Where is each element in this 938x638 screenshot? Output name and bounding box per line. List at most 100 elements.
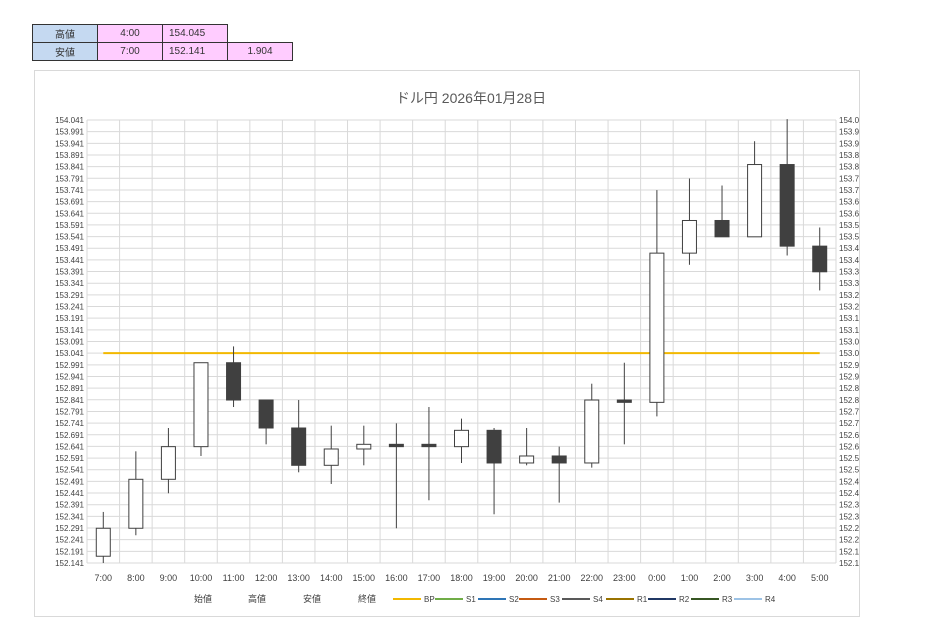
candle-body xyxy=(388,443,404,448)
x-tick-label: 23:00 xyxy=(613,573,636,583)
y-tick-label-right: 153.691 xyxy=(839,198,859,207)
y-tick-label-left: 153.541 xyxy=(55,233,84,242)
y-tick-label-left: 153.091 xyxy=(55,338,84,347)
x-tick-label: 11:00 xyxy=(223,573,245,583)
y-tick-label-left: 153.591 xyxy=(55,221,84,230)
legend-label: 始値 xyxy=(194,593,212,604)
candle-body xyxy=(649,252,665,403)
candle-body xyxy=(747,164,763,238)
legend-label: S1 xyxy=(466,595,476,604)
summary-row-low: 安値 7:00 152.141 1.904 xyxy=(32,42,293,61)
y-tick-label-left: 153.291 xyxy=(55,291,84,300)
x-tick-label: 5:00 xyxy=(811,573,829,583)
y-tick-label-left: 153.341 xyxy=(55,279,84,288)
legend-label: R3 xyxy=(722,595,733,604)
x-tick-label: 22:00 xyxy=(580,573,603,583)
y-tick-label-left: 153.641 xyxy=(55,209,84,218)
y-tick-label-left: 152.591 xyxy=(55,454,84,463)
y-tick-label-left: 152.941 xyxy=(55,372,84,381)
y-tick-label-right: 152.541 xyxy=(839,466,859,475)
y-tick-label-right: 152.441 xyxy=(839,489,859,498)
y-tick-label-right: 154.041 xyxy=(839,116,859,125)
x-tick-label: 15:00 xyxy=(353,573,376,583)
y-tick-label-right: 153.541 xyxy=(839,233,859,242)
candle-body xyxy=(160,446,176,480)
y-tick-label-right: 152.241 xyxy=(839,536,859,545)
candle-body xyxy=(454,429,469,448)
x-tick-label: 10:00 xyxy=(190,573,213,583)
y-tick-label-left: 152.541 xyxy=(55,466,84,475)
y-tick-label-left: 153.191 xyxy=(55,314,84,323)
y-tick-label-right: 153.791 xyxy=(839,174,859,183)
candle-body xyxy=(584,399,600,464)
legend-label: 安値 xyxy=(303,593,321,604)
candle-body xyxy=(193,362,209,448)
legend-label: R4 xyxy=(765,595,776,604)
y-tick-label-right: 153.891 xyxy=(839,151,859,160)
x-tick-label: 18:00 xyxy=(450,573,473,583)
x-tick-label: 17:00 xyxy=(418,573,441,583)
x-tick-label: 9:00 xyxy=(160,573,178,583)
x-tick-label: 4:00 xyxy=(778,573,796,583)
y-tick-label-right: 152.291 xyxy=(839,524,859,533)
y-tick-label-right: 153.391 xyxy=(839,268,859,277)
y-tick-label-right: 153.291 xyxy=(839,291,859,300)
y-tick-label-left: 152.991 xyxy=(55,361,84,370)
candle-body xyxy=(812,245,828,273)
y-tick-label-left: 152.891 xyxy=(55,384,84,393)
candle-body xyxy=(356,443,372,450)
y-tick-label-right: 153.591 xyxy=(839,221,859,230)
y-tick-label-left: 153.741 xyxy=(55,186,84,195)
y-tick-label-left: 153.791 xyxy=(55,174,84,183)
y-tick-label-left: 152.841 xyxy=(55,396,84,405)
y-tick-label-left: 153.991 xyxy=(55,128,84,137)
y-tick-label-left: 152.191 xyxy=(55,547,84,556)
legend-label: R2 xyxy=(679,595,690,604)
x-tick-label: 12:00 xyxy=(255,573,278,583)
legend-label: R1 xyxy=(637,595,648,604)
y-tick-label-right: 153.641 xyxy=(839,209,859,218)
y-tick-label-right: 153.191 xyxy=(839,314,859,323)
y-tick-label-right: 152.141 xyxy=(839,559,859,568)
y-tick-label-left: 153.041 xyxy=(55,349,84,358)
legend-label: 高値 xyxy=(248,593,266,604)
summary-high-label: 高値 xyxy=(32,24,98,43)
y-tick-label-left: 153.891 xyxy=(55,151,84,160)
x-tick-label: 1:00 xyxy=(681,573,699,583)
summary-low-value: 152.141 xyxy=(162,42,228,61)
x-tick-label: 19:00 xyxy=(483,573,506,583)
y-tick-label-left: 152.491 xyxy=(55,477,84,486)
y-tick-label-left: 152.741 xyxy=(55,419,84,428)
y-tick-label-left: 153.141 xyxy=(55,326,84,335)
candle-body xyxy=(128,478,144,529)
y-tick-label-right: 153.441 xyxy=(839,256,859,265)
y-tick-label-left: 152.141 xyxy=(55,559,84,568)
summary-low-time: 7:00 xyxy=(97,42,163,61)
y-tick-label-right: 152.391 xyxy=(839,501,859,510)
candle-body xyxy=(323,448,339,466)
y-tick-label-right: 153.741 xyxy=(839,186,859,195)
candle-body xyxy=(95,527,111,557)
legend-label: S2 xyxy=(509,595,519,604)
summary-high-value: 154.045 xyxy=(162,24,228,43)
candle-body xyxy=(486,429,502,464)
legend-label: S4 xyxy=(593,595,603,604)
chart-area: ドル円 2026年01月28日 154.041 154.041 153.991 153… xyxy=(34,70,860,617)
y-tick-label-right: 153.491 xyxy=(839,244,859,253)
y-tick-label-left: 153.491 xyxy=(55,244,84,253)
candle-body xyxy=(291,427,307,466)
y-tick-label-right: 152.191 xyxy=(839,547,859,556)
y-tick-label-right: 152.841 xyxy=(839,396,859,405)
legend-label: BP xyxy=(424,595,435,604)
y-tick-label-right: 153.091 xyxy=(839,338,859,347)
y-tick-label-right: 152.641 xyxy=(839,442,859,451)
y-tick-label-left: 152.691 xyxy=(55,431,84,440)
y-tick-label-right: 152.741 xyxy=(839,419,859,428)
y-tick-label-right: 153.991 xyxy=(839,128,859,137)
x-tick-label: 8:00 xyxy=(127,573,145,583)
y-tick-label-right: 152.891 xyxy=(839,384,859,393)
candle-body xyxy=(421,443,437,448)
x-tick-label: 16:00 xyxy=(385,573,408,583)
y-tick-label-left: 152.641 xyxy=(55,442,84,451)
x-tick-label: 20:00 xyxy=(515,573,538,583)
